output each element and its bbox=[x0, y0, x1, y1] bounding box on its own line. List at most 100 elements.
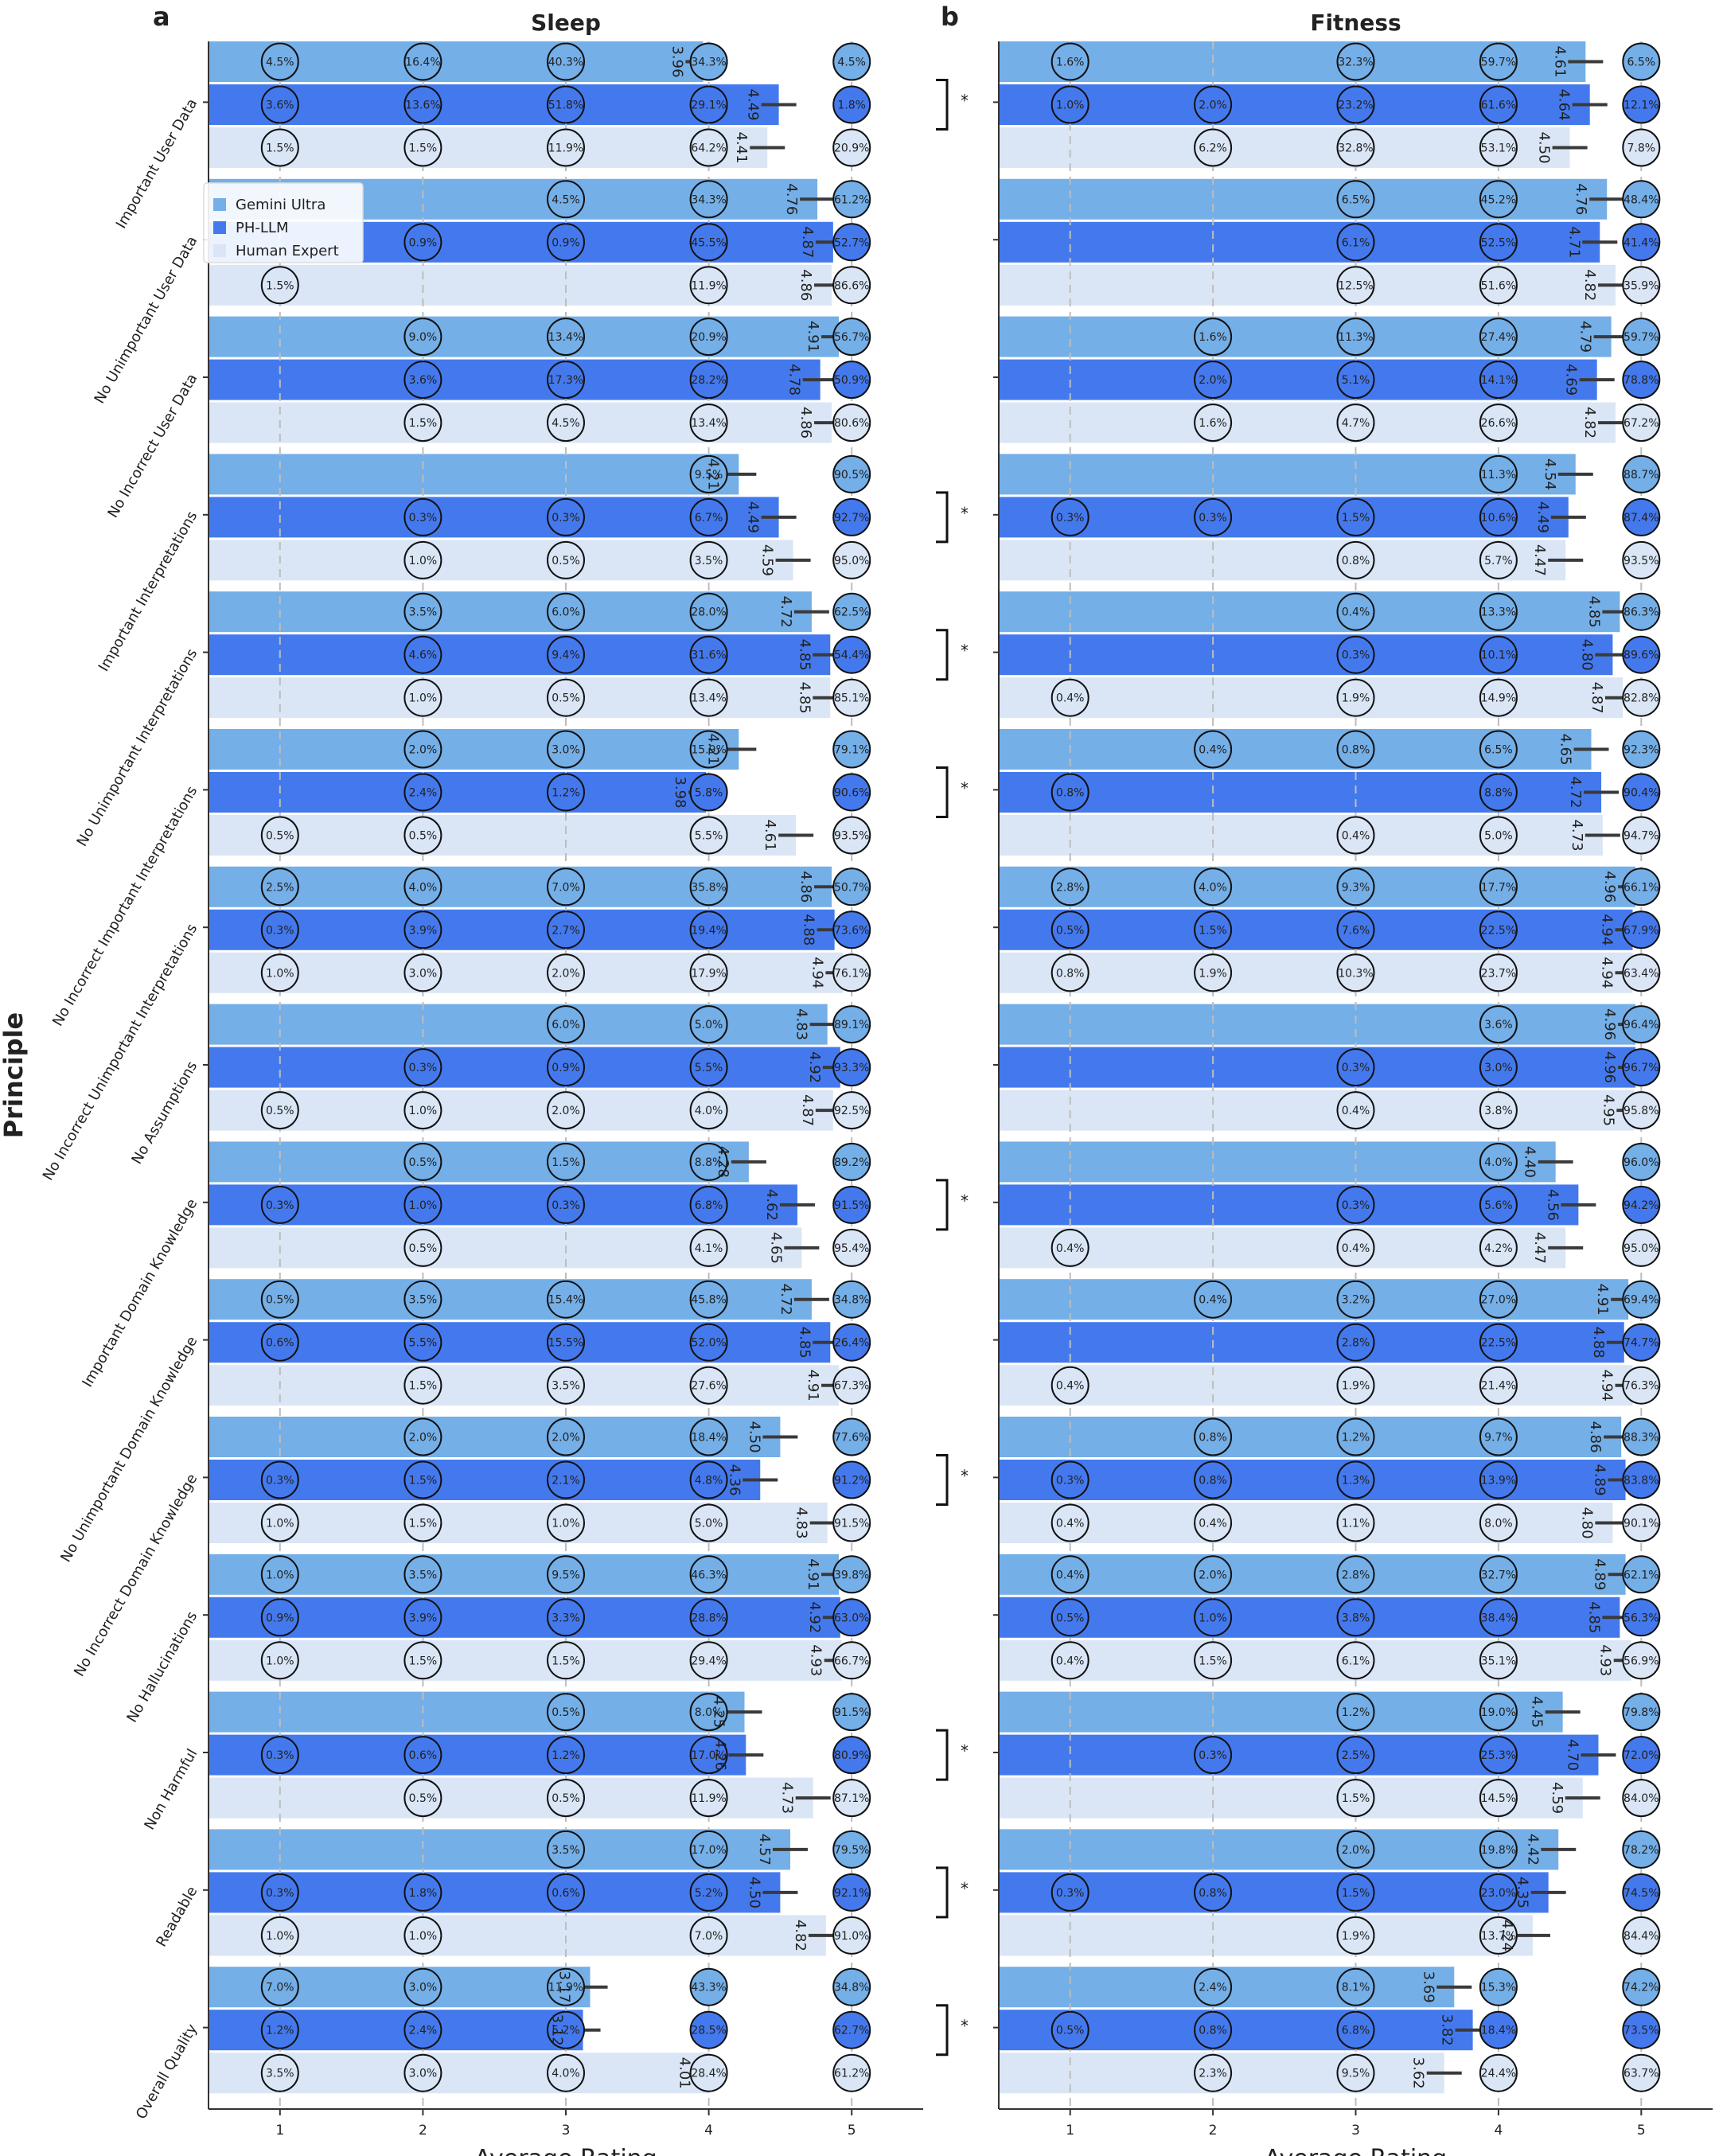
rating-circle bbox=[832, 128, 871, 167]
x-tick-label: 5 bbox=[848, 2123, 856, 2138]
category-label: Important User Data bbox=[113, 96, 201, 231]
pct-label: 3.2% bbox=[1342, 1294, 1370, 1307]
rating-circle bbox=[1050, 867, 1089, 906]
rating-circle bbox=[1336, 1555, 1375, 1594]
pct-label: 2.5% bbox=[266, 881, 294, 894]
rating-circle bbox=[689, 910, 728, 949]
rating-circle bbox=[689, 730, 728, 769]
rating-circle bbox=[1336, 816, 1375, 855]
pct-label: 18.4% bbox=[1481, 2025, 1516, 2037]
mean-label: 4.25 bbox=[711, 1696, 727, 1728]
rating-circle bbox=[1622, 454, 1661, 493]
rating-circle bbox=[832, 910, 871, 949]
pct-label: 50.9% bbox=[834, 374, 869, 387]
pct-label: 63.4% bbox=[1624, 967, 1659, 980]
pct-label: 89.1% bbox=[834, 1019, 869, 1031]
pct-label: 94.2% bbox=[1624, 1199, 1659, 1212]
rating-circle bbox=[260, 2010, 299, 2049]
pct-label: 48.4% bbox=[1624, 193, 1659, 206]
bar-ph-llm bbox=[209, 909, 835, 950]
rating-circle bbox=[1336, 1460, 1375, 1499]
rating-circle bbox=[1622, 953, 1661, 992]
rating-circle bbox=[1622, 910, 1661, 949]
pct-label: 4.0% bbox=[1199, 881, 1227, 894]
mean-label: 4.40 bbox=[1522, 1146, 1538, 1178]
rating-circle bbox=[689, 2053, 728, 2092]
rating-circle bbox=[1479, 816, 1518, 855]
pct-label: 1.5% bbox=[409, 1518, 438, 1530]
pct-label: 41.4% bbox=[1624, 236, 1659, 249]
rating-circle bbox=[1336, 318, 1375, 357]
bar-human-expert bbox=[209, 402, 832, 443]
rating-circle bbox=[547, 1185, 585, 1224]
rating-circle bbox=[547, 1693, 585, 1732]
pct-label: 22.5% bbox=[1481, 1337, 1516, 1350]
rating-circle bbox=[1622, 404, 1661, 443]
pct-label: 19.8% bbox=[1481, 1844, 1516, 1857]
rating-circle bbox=[832, 953, 871, 992]
pct-label: 15.4% bbox=[548, 1294, 583, 1307]
rating-circle bbox=[832, 318, 871, 357]
significance-star: * bbox=[961, 641, 969, 661]
pct-label: 93.3% bbox=[834, 1062, 869, 1074]
pct-label: 62.7% bbox=[834, 2025, 869, 2037]
pct-label: 6.7% bbox=[695, 512, 723, 524]
mean-label: 3.82 bbox=[1439, 2014, 1456, 2046]
rating-circle bbox=[689, 540, 728, 579]
x-tick-label: 4 bbox=[1494, 2123, 1503, 2138]
rating-circle bbox=[1479, 1555, 1518, 1594]
rating-circle bbox=[689, 1641, 728, 1680]
rating-circle bbox=[547, 1555, 585, 1594]
pct-label: 96.4% bbox=[1624, 1019, 1659, 1031]
pct-label: 13.4% bbox=[691, 417, 726, 430]
pct-label: 91.0% bbox=[834, 1930, 869, 1943]
rating-circle bbox=[547, 910, 585, 949]
pct-label: 54.4% bbox=[834, 649, 869, 662]
rating-circle bbox=[1336, 85, 1375, 124]
pct-label: 23.7% bbox=[1481, 967, 1516, 980]
pct-label: 3.0% bbox=[409, 2068, 438, 2080]
pct-label: 2.8% bbox=[1342, 1569, 1370, 1581]
pct-label: 0.9% bbox=[266, 1612, 294, 1624]
rating-circle bbox=[1194, 953, 1233, 992]
mean-label: 3.96 bbox=[668, 45, 685, 77]
pct-label: 3.5% bbox=[552, 1380, 580, 1393]
rating-circle bbox=[832, 85, 871, 124]
pct-label: 32.8% bbox=[1338, 142, 1373, 155]
bar-ph-llm bbox=[209, 634, 831, 676]
pct-label: 0.4% bbox=[1342, 1105, 1370, 1117]
pct-label: 72.0% bbox=[1624, 1749, 1659, 1762]
rating-circle bbox=[832, 1228, 871, 1267]
pct-label: 8.8% bbox=[695, 1156, 723, 1169]
rating-circle bbox=[547, 180, 585, 219]
pct-label: 73.6% bbox=[834, 924, 869, 937]
rating-circle bbox=[689, 1417, 728, 1456]
rating-circle bbox=[689, 1091, 728, 1130]
rating-circle bbox=[689, 1693, 728, 1732]
pct-label: 92.7% bbox=[834, 512, 869, 524]
pct-label: 1.2% bbox=[1342, 1706, 1370, 1719]
rating-circle bbox=[1194, 85, 1233, 124]
rating-circle bbox=[260, 1091, 299, 1130]
rating-circle bbox=[547, 1503, 585, 1542]
pct-label: 6.2% bbox=[1199, 142, 1227, 155]
bar-gemini-ultra bbox=[999, 316, 1612, 357]
category-label: No Hallucinations bbox=[123, 1608, 201, 1725]
rating-circle bbox=[689, 1366, 728, 1405]
rating-circle bbox=[689, 1460, 728, 1499]
rating-circle bbox=[1622, 635, 1661, 674]
rating-circle bbox=[547, 730, 585, 769]
pct-label: 63.7% bbox=[1624, 2068, 1659, 2080]
mean-label: 4.64 bbox=[1556, 88, 1573, 120]
rating-circle bbox=[1622, 867, 1661, 906]
rating-circle bbox=[403, 730, 442, 769]
rating-circle bbox=[1622, 1503, 1661, 1542]
rating-circle bbox=[1336, 1503, 1375, 1542]
mean-label: 4.54 bbox=[1542, 458, 1558, 490]
rating-circle bbox=[1622, 361, 1661, 400]
pct-label: 1.9% bbox=[1199, 967, 1227, 980]
rating-circle bbox=[1194, 1555, 1233, 1594]
rating-circle bbox=[689, 180, 728, 219]
pct-label: 4.5% bbox=[266, 57, 294, 69]
rating-circle bbox=[1622, 318, 1661, 357]
